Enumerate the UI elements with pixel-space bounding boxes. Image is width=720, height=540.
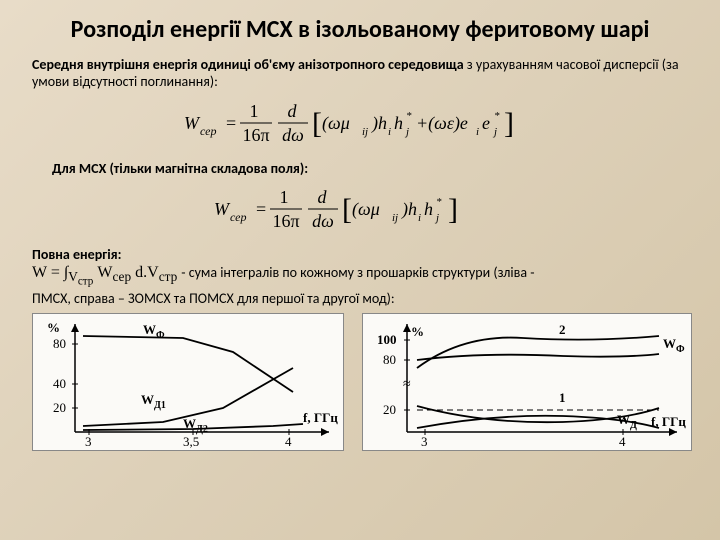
svg-text:16π: 16π <box>242 125 269 145</box>
svg-text:4: 4 <box>619 434 626 449</box>
svg-text:d: d <box>318 187 328 207</box>
svg-text:40: 40 <box>53 376 66 391</box>
svg-text:ij: ij <box>362 126 368 138</box>
chart-right: % 100 80 20 3 4 f, ГГц 2 <box>362 313 692 451</box>
svg-text:*: * <box>406 110 412 122</box>
svg-text:(ωμ: (ωμ <box>352 199 380 220</box>
svg-text:3: 3 <box>421 434 428 449</box>
intro-paragraph: Середня внутрішня енергія одиниці об'єму… <box>32 56 688 91</box>
svg-text:20: 20 <box>383 402 396 417</box>
svg-text:WФ: WФ <box>663 336 685 355</box>
svg-text:3: 3 <box>85 434 92 449</box>
p2-text: Для МСХ (тільки магнітна складова поля): <box>52 160 688 177</box>
svg-text:сер: сер <box>200 124 217 138</box>
svg-text:*: * <box>436 196 442 208</box>
svg-text:%: % <box>47 320 60 335</box>
svg-text:ij: ij <box>392 212 398 224</box>
full-energy-block: Повна енергія: W = ∫Vстр Wсер d.Vстр - с… <box>32 246 688 308</box>
svg-text:d: d <box>288 101 298 121</box>
svg-text:dω: dω <box>312 211 334 231</box>
svg-text:)h: )h <box>401 199 417 220</box>
svg-text:i: i <box>388 126 391 138</box>
svg-text:[: [ <box>312 107 322 140</box>
formula-1: W сер = 1 16π d dω [ (ωμ ij )h i h * j <box>32 99 688 152</box>
svg-text:e: e <box>482 113 490 133</box>
svg-text:)h: )h <box>371 113 387 134</box>
svg-text:WД1: WД1 <box>141 392 166 411</box>
svg-text:W: W <box>214 199 231 219</box>
full-energy-formula: W = ∫Vстр Wсер d.Vстр <box>32 264 181 281</box>
svg-text:h: h <box>394 113 403 133</box>
chart-left: % 80 40 20 3 3,5 4 f, ГГц <box>32 313 344 451</box>
svg-text:f, ГГц: f, ГГц <box>303 410 338 425</box>
svg-text:100: 100 <box>377 332 397 347</box>
full-energy-label: Повна енергія: <box>32 246 121 263</box>
formula-2: W сер = 1 16π d dω [ (ωμ ij )h i h * j ] <box>32 185 688 238</box>
svg-text:[: [ <box>342 193 352 226</box>
svg-text:3,5: 3,5 <box>183 434 199 449</box>
svg-text:=: = <box>226 113 236 133</box>
intro-bold: Середня внутрішня енергія одиниці об'єму… <box>32 56 464 73</box>
svg-text:+(ωε)e: +(ωε)e <box>416 113 468 134</box>
page-title: Розподіл енергії МСХ в ізольованому фери… <box>32 16 688 44</box>
svg-text:W: W <box>184 113 201 133</box>
svg-text:1: 1 <box>559 390 566 405</box>
svg-text:j: j <box>434 212 439 224</box>
svg-text:]: ] <box>448 193 458 226</box>
full-energy-tail1: - сума інтегралів по кожному з прошарків… <box>181 264 534 281</box>
svg-text:16π: 16π <box>272 211 299 231</box>
svg-text:1: 1 <box>280 187 289 207</box>
svg-text:20: 20 <box>53 400 66 415</box>
svg-text:h: h <box>424 199 433 219</box>
svg-text:(ωμ: (ωμ <box>322 113 350 134</box>
svg-text:]: ] <box>504 107 514 140</box>
svg-text:80: 80 <box>383 352 396 367</box>
svg-text:dω: dω <box>282 125 304 145</box>
svg-text:j: j <box>492 126 497 138</box>
svg-text:80: 80 <box>53 336 66 351</box>
svg-text:≈: ≈ <box>403 377 411 392</box>
svg-text:%: % <box>411 324 424 339</box>
full-energy-tail2: ПМСХ, справа – ЗОМСХ та ПОМСХ для першої… <box>32 290 395 307</box>
svg-text:*: * <box>494 110 500 122</box>
svg-text:2: 2 <box>559 322 566 337</box>
svg-text:i: i <box>476 126 479 138</box>
svg-text:1: 1 <box>250 101 259 121</box>
svg-text:=: = <box>256 199 266 219</box>
svg-text:сер: сер <box>230 210 247 224</box>
svg-text:i: i <box>418 212 421 224</box>
svg-text:4: 4 <box>285 434 292 449</box>
svg-text:j: j <box>404 126 409 138</box>
